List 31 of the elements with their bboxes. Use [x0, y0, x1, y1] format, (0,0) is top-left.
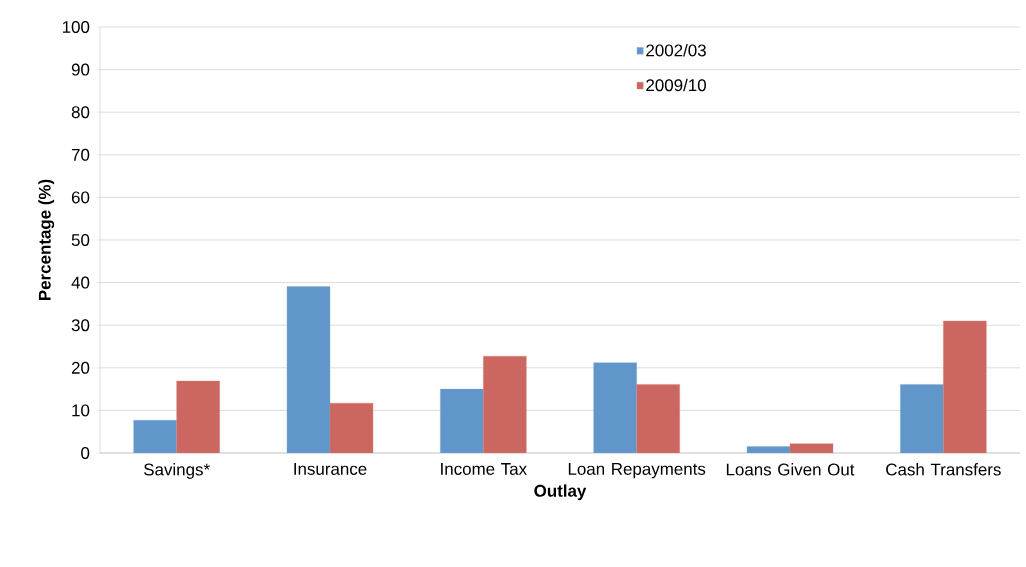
bar	[593, 362, 637, 453]
y-axis-title: Percentage (%)	[38, 179, 55, 301]
y-tick-label: 40	[71, 276, 90, 289]
y-tick-label: 100	[62, 21, 90, 33]
bar	[329, 402, 374, 453]
y-tick-label: 80	[71, 106, 90, 119]
bar	[286, 286, 331, 453]
y-tick-label: 0	[81, 447, 90, 459]
y-tick-label: 50	[71, 234, 90, 246]
x-tick-label: Savings*	[144, 463, 210, 479]
y-tick-label: 70	[71, 148, 90, 161]
y-tick-label: 30	[71, 319, 90, 332]
y-tick-label: 60	[71, 191, 90, 204]
y-tick-label: 20	[71, 361, 90, 374]
bar	[636, 384, 680, 453]
bar	[900, 384, 944, 453]
bar	[176, 380, 220, 453]
x-tick-label: Cash Transfers	[886, 463, 1001, 476]
bar	[133, 420, 177, 453]
legend-label: 2002/03	[646, 43, 706, 57]
bar	[943, 320, 987, 453]
legend-label: 2009/10	[646, 78, 706, 92]
bar	[440, 388, 484, 453]
y-tick-label: 90	[71, 63, 90, 76]
x-tick-label: Loan Repayments	[568, 463, 706, 479]
x-tick-label: Loans Given Out	[726, 463, 855, 476]
x-axis-title: Outlay	[534, 484, 587, 501]
x-tick-label: Insurance	[294, 463, 367, 475]
y-tick-label: 10	[72, 404, 90, 417]
x-tick-label: Income Tax	[441, 463, 527, 475]
bar	[483, 356, 527, 453]
